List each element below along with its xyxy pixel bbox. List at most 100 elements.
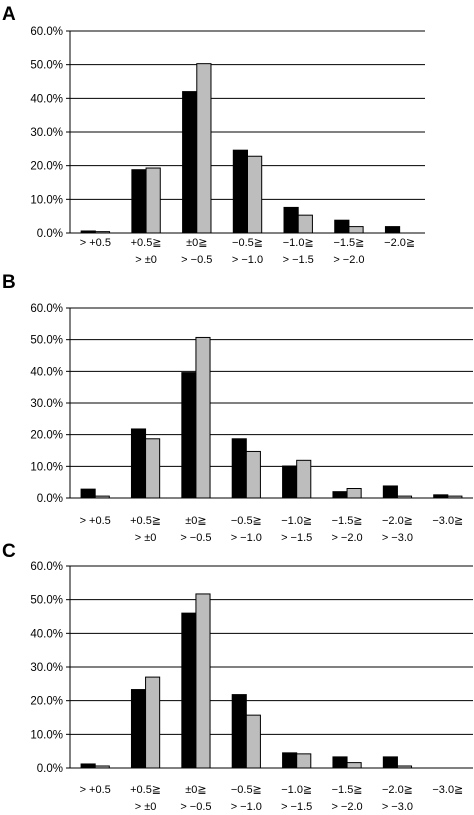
bar — [80, 488, 96, 499]
x-category-label-line: −1.0≧ — [281, 515, 312, 527]
x-category-label-line: > −1.0 — [232, 254, 263, 266]
bar — [346, 488, 362, 499]
bar — [231, 694, 247, 769]
bar — [94, 765, 110, 769]
x-category-label-line: > +0.5 — [80, 515, 111, 527]
x-category-label: −1.5≧ > −2.0 — [331, 784, 362, 813]
x-category-label-line: > −2.0 — [331, 532, 362, 544]
x-category-label-line: > −0.5 — [180, 801, 211, 813]
x-category-label-line: > ±0 — [135, 254, 157, 266]
chart-panel-a: A 0.0% 10.0% 20.0% 30.0% 40.0% 50.0% 60.0% > +0.… — [2, 4, 425, 266]
bar — [447, 495, 463, 499]
x-category-label-line: +0.5≧ — [130, 515, 161, 527]
x-category-label-line: > −1.5 — [283, 254, 314, 266]
y-tick-label: 10.0% — [30, 729, 63, 741]
bar — [181, 612, 197, 769]
x-category-label-line: ±0≧ — [185, 784, 206, 796]
x-category-label: > +0.5 — [80, 515, 111, 527]
bar — [247, 155, 263, 234]
x-category-label-line: > ±0 — [135, 532, 157, 544]
x-category-label-line: > −0.5 — [180, 532, 211, 544]
chart-panel-c: C 0.0% 10.0% 20.0% 30.0% 40.0% 50.0% 60.0% > +0.… — [2, 541, 473, 813]
y-tick-label: 30.0% — [30, 662, 63, 674]
x-category-label: > +0.5 — [80, 784, 111, 796]
x-category-label: −1.0≧ > −1.5 — [283, 237, 314, 266]
y-tick-label: 50.0% — [30, 335, 63, 347]
bar — [296, 753, 312, 769]
y-tick-label: 50.0% — [30, 60, 63, 72]
y-tick-label: 0.0% — [37, 228, 63, 240]
y-tick-label: 0.0% — [37, 763, 63, 775]
x-category-label-line: −2.0≧ — [384, 237, 415, 249]
x-category-label-line: −0.5≧ — [232, 237, 263, 249]
bar — [145, 167, 161, 234]
x-category-label-line: −0.5≧ — [231, 784, 262, 796]
bar — [296, 459, 312, 499]
bar — [131, 169, 147, 234]
x-category-label-line: −3.0≧ — [432, 515, 463, 527]
x-category-label-line: ±0≧ — [185, 515, 206, 527]
x-category-label-line: −1.5≧ — [332, 784, 363, 796]
x-category-label-line: −1.5≧ — [333, 237, 364, 249]
bar — [297, 214, 313, 234]
x-category-label-line: +0.5≧ — [130, 784, 161, 796]
y-tick-label: 30.0% — [30, 127, 63, 139]
bar — [334, 219, 350, 234]
bar — [283, 206, 299, 234]
x-category-label: −0.5≧ > −1.0 — [232, 237, 263, 266]
bar — [195, 336, 211, 499]
bar — [396, 765, 413, 769]
y-tick-label: 20.0% — [30, 161, 63, 173]
bar — [282, 465, 298, 499]
bar — [382, 756, 398, 769]
bar — [130, 689, 147, 769]
bar — [348, 226, 364, 234]
bar — [181, 372, 197, 499]
x-category-label: −1.5≧ > −2.0 — [333, 237, 364, 266]
x-category-label: −3.0≧ — [432, 784, 463, 796]
x-category-label: ±0≧ > −0.5 — [181, 237, 212, 266]
bar — [245, 714, 261, 769]
x-category-label-line: > −3.0 — [382, 532, 413, 544]
bar — [332, 756, 348, 769]
x-category-label-line: −1.5≧ — [332, 515, 363, 527]
x-category-label-line: ±0≧ — [186, 237, 207, 249]
bar — [145, 676, 161, 769]
bar — [231, 438, 247, 499]
y-tick-label: 10.0% — [30, 461, 63, 473]
panel-label: A — [2, 4, 16, 25]
y-tick-label: 10.0% — [30, 194, 63, 206]
x-category-label-line: > −1.0 — [231, 532, 262, 544]
x-category-label: ±0≧ > −0.5 — [180, 784, 211, 813]
y-tick-label: 30.0% — [30, 398, 63, 410]
bar — [232, 149, 249, 234]
panel-label: C — [2, 541, 16, 562]
x-category-label-line: −1.0≧ — [283, 237, 314, 249]
bar — [346, 762, 362, 769]
y-tick-label: 40.0% — [30, 366, 63, 378]
x-category-label-line: > −2.0 — [333, 254, 364, 266]
bar — [94, 495, 110, 499]
x-category-label-line: > −0.5 — [181, 254, 212, 266]
x-category-label: −0.5≧ > −1.0 — [231, 515, 262, 544]
x-category-label: −3.0≧ — [432, 515, 463, 527]
bar — [195, 593, 211, 769]
x-category-label: −2.0≧ > −3.0 — [382, 515, 413, 544]
bar — [130, 428, 147, 499]
x-category-label-line: −0.5≧ — [231, 515, 262, 527]
x-category-label-line: > +0.5 — [80, 237, 111, 249]
bar — [433, 494, 449, 499]
x-category-label-line: > −2.0 — [331, 801, 362, 813]
x-category-label: > +0.5 — [80, 237, 111, 249]
bar — [384, 226, 401, 234]
x-category-label-line: +0.5≧ — [131, 237, 162, 249]
x-category-label-line: −1.0≧ — [281, 784, 312, 796]
y-tick-label: 40.0% — [30, 628, 63, 640]
y-tick-label: 20.0% — [30, 430, 63, 442]
y-tick-label: 50.0% — [30, 595, 63, 607]
x-category-label-line: −2.0≧ — [382, 515, 413, 527]
x-category-label-line: −2.0≧ — [382, 784, 413, 796]
y-tick-label: 40.0% — [30, 93, 63, 105]
x-category-label: +0.5≧ > ±0 — [130, 784, 161, 813]
x-category-label: −2.0≧ > −3.0 — [382, 784, 413, 813]
